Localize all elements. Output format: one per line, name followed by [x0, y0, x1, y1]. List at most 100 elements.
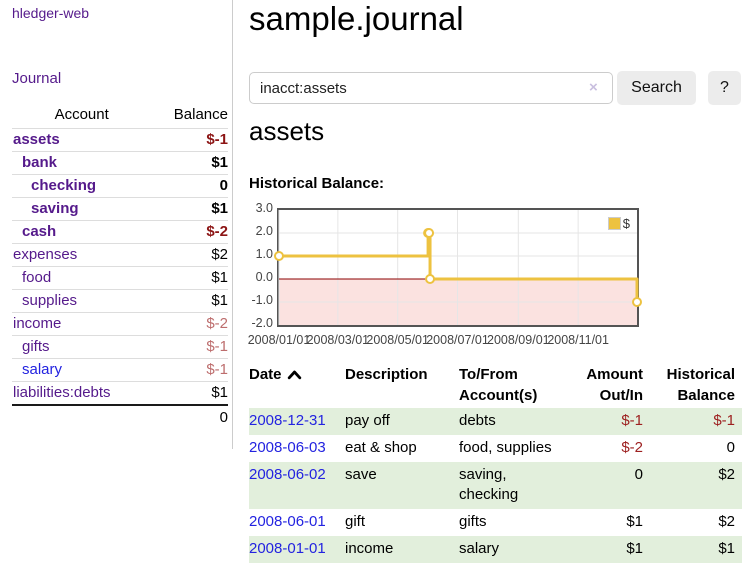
transaction-date-cell: 2008-01-01 — [249, 536, 345, 563]
sidebar-account-link-gifts[interactable]: gifts — [22, 338, 50, 355]
account-row: liabilities:debts $1 — [12, 381, 228, 406]
transaction-description: gift — [345, 513, 366, 530]
transaction-row[interactable]: 2008-06-01 gift gifts $1 $2 — [249, 509, 742, 536]
sort-ascending-icon — [287, 370, 301, 380]
y-axis-tick-label: 0.0 — [255, 270, 273, 284]
account-row: supplies $1 — [12, 289, 228, 313]
account-balance: $1 — [211, 269, 228, 286]
transaction-balance: 0 — [726, 439, 735, 456]
transaction-date-link[interactable]: 2008-01-01 — [249, 540, 326, 557]
account-row: saving $1 — [12, 197, 228, 221]
transaction-balance: $-1 — [713, 412, 735, 429]
transaction-date-cell: 2008-06-03 — [249, 435, 345, 462]
sidebar-account-link-cash[interactable]: cash — [22, 223, 57, 240]
accounts-total-row: 0 — [12, 405, 228, 429]
sidebar-account-link-liabilities-debts[interactable]: liabilities:debts — [13, 384, 111, 401]
transaction-row[interactable]: 2008-12-31 pay off debts $-1 $-1 — [249, 408, 742, 435]
register-table: Date Description To/From Account(s) Amou… — [249, 362, 742, 563]
chart-plot-area[interactable]: $ — [274, 208, 642, 327]
clear-search-icon[interactable]: × — [589, 79, 598, 96]
historical-balance-chart[interactable]: $ 3.0 2.0 1.0 0.0 -1.0 -2.0 2008/01/01 2008/03/… — [248, 201, 742, 354]
accounts-header-row: Account Balance — [12, 103, 228, 129]
accounts-col-account: Account — [54, 106, 109, 123]
sidebar-account-link-bank[interactable]: bank — [22, 154, 58, 171]
transaction-row[interactable]: 2008-01-01 income salary $1 $1 — [249, 536, 742, 563]
x-axis-tick-label: 2008/05/01 — [366, 333, 429, 347]
transaction-balance: $1 — [718, 540, 735, 557]
transaction-row[interactable]: 2008-06-02 save saving, checking 0 $2 — [249, 462, 742, 509]
y-axis-tick-label: -2.0 — [251, 316, 273, 330]
transaction-accounts: gifts — [459, 513, 487, 530]
register-col-date-label: Date — [249, 366, 282, 383]
transaction-date-link[interactable]: 2008-06-02 — [249, 466, 326, 483]
transaction-balance: $2 — [718, 513, 735, 530]
search-bar: × Search ? — [249, 71, 742, 105]
y-axis-tick-label: 1.0 — [255, 247, 273, 261]
legend-label: $ — [622, 216, 630, 231]
sidebar-account-link-supplies[interactable]: supplies — [22, 292, 78, 309]
transaction-date-link[interactable]: 2008-12-31 — [249, 412, 326, 429]
sidebar-account-link-assets[interactable]: assets — [13, 131, 60, 148]
transaction-amount: $-2 — [621, 439, 643, 456]
transaction-date-link[interactable]: 2008-06-03 — [249, 439, 326, 456]
account-balance: 0 — [219, 177, 228, 194]
register-col-date[interactable]: Date — [249, 362, 345, 408]
account-row: income $-2 — [12, 312, 228, 336]
account-balance: $1 — [211, 200, 228, 217]
account-balance: $-1 — [206, 131, 228, 148]
register-col-accounts: To/From Account(s) — [459, 366, 538, 404]
transaction-date-cell: 2008-12-31 — [249, 408, 345, 435]
search-input[interactable] — [249, 72, 613, 104]
app-brand-link[interactable]: hledger-web — [12, 5, 90, 21]
account-balance: $1 — [211, 384, 228, 401]
account-row: checking 0 — [12, 174, 228, 198]
x-axis-tick-label: 2008/07/01 — [426, 333, 489, 347]
sidebar-account-link-salary[interactable]: salary — [22, 361, 63, 378]
register-col-amount: Amount Out/In — [586, 366, 643, 404]
chart-canvas — [274, 210, 642, 325]
account-row: assets $-1 — [12, 128, 228, 152]
account-balance: $2 — [211, 246, 228, 263]
y-axis-tick-label: -1.0 — [251, 293, 273, 307]
transaction-date-cell: 2008-06-01 — [249, 509, 345, 536]
x-axis-tick-label: 2008/01/01 — [247, 333, 311, 347]
account-row: expenses $2 — [12, 243, 228, 267]
transaction-accounts: food, supplies — [459, 439, 552, 456]
account-balance: $-1 — [206, 338, 228, 355]
account-row: cash $-2 — [12, 220, 228, 244]
y-axis-tick-label: 2.0 — [255, 224, 273, 238]
sidebar-account-link-saving[interactable]: saving — [31, 200, 79, 217]
account-balance: $-2 — [206, 223, 228, 240]
transaction-accounts: salary — [459, 540, 500, 557]
accounts-total-spacer — [12, 405, 151, 429]
sidebar: hledger-web Journal Account Balance asse… — [0, 0, 233, 449]
transaction-amount: 0 — [634, 466, 643, 483]
register-account-title: assets — [249, 116, 325, 146]
transaction-amount: $1 — [626, 513, 643, 530]
transaction-date-link[interactable]: 2008-06-01 — [249, 513, 326, 530]
transaction-row[interactable]: 2008-06-03 eat & shop food, supplies $-2 0 — [249, 435, 742, 462]
x-axis-tick-label: 2008/09/01 — [487, 333, 550, 347]
transaction-date-cell: 2008-06-02 — [249, 462, 345, 509]
register-col-description: Description — [345, 366, 428, 383]
x-axis-tick-label: 2008/03/01 — [306, 333, 370, 347]
x-axis-tick-label: 2008/11/01 — [547, 333, 609, 347]
sidebar-account-link-checking[interactable]: checking — [31, 177, 97, 194]
account-balance: $1 — [211, 292, 228, 309]
accounts-col-balance: Balance — [173, 106, 228, 123]
sidebar-account-link-expenses[interactable]: expenses — [13, 246, 78, 263]
transaction-description: income — [345, 540, 394, 557]
sidebar-account-link-food[interactable]: food — [22, 269, 52, 286]
transaction-description: save — [345, 466, 377, 483]
sidebar-account-link-income[interactable]: income — [13, 315, 62, 332]
account-balance: $-2 — [206, 315, 228, 332]
search-button[interactable]: Search — [617, 71, 696, 105]
sidebar-item-journal[interactable]: Journal — [12, 70, 62, 87]
help-button[interactable]: ? — [708, 71, 741, 105]
register-col-balance: Historical Balance — [666, 366, 735, 404]
transaction-accounts: debts — [459, 412, 496, 429]
transaction-description: pay off — [345, 412, 390, 429]
main-content: sample.journal × Search ? assets Histori… — [248, 0, 742, 582]
chart-title: Historical Balance: — [249, 175, 385, 192]
account-balance: $1 — [211, 154, 228, 171]
